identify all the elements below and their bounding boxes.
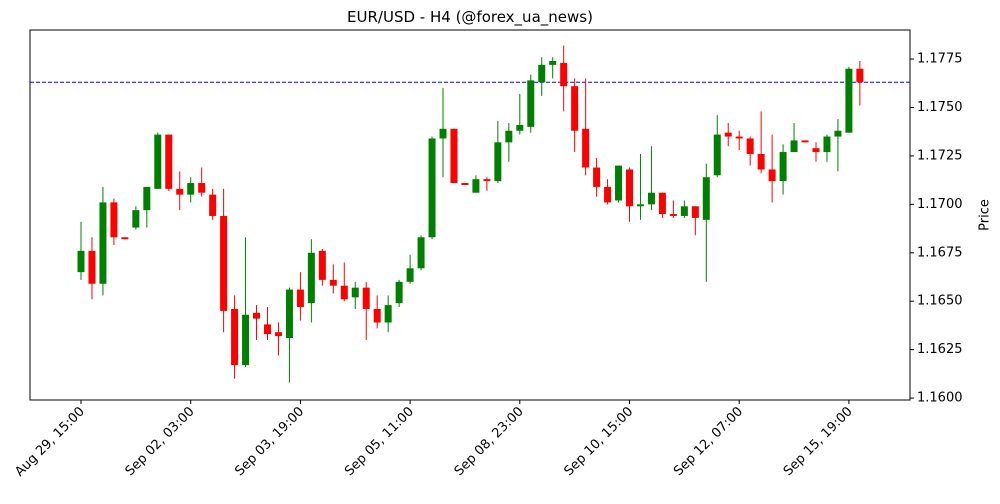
x-tick-label: Sep 03, 19:00 (232, 404, 307, 479)
candle-body (823, 136, 831, 153)
candle-body (472, 179, 480, 193)
y-tick-label: 1.1775 (917, 52, 963, 67)
x-tick-label: Sep 05, 11:00 (342, 404, 417, 479)
candle-body (231, 308, 239, 366)
candle-body (307, 252, 315, 304)
y-tick-label: 1.1725 (917, 148, 963, 163)
candle-body (406, 268, 414, 282)
candle-body (626, 169, 633, 207)
candle-body (658, 192, 666, 215)
candle-body (263, 324, 271, 335)
candle-body (318, 250, 326, 280)
candle-body (527, 80, 535, 127)
candle-body (647, 192, 655, 205)
candle-body (691, 206, 699, 218)
candle-body (132, 210, 140, 228)
x-tick-label: Sep 15, 19:00 (781, 404, 856, 479)
candle-body (768, 169, 776, 182)
y-axis-label: Price (978, 199, 993, 231)
candle-body (198, 183, 206, 193)
candle-body (582, 128, 590, 168)
candle-body (285, 289, 293, 339)
candle-body (636, 204, 644, 207)
y-tick-label: 1.1625 (917, 342, 963, 357)
candle-body (856, 68, 864, 83)
candle-body (154, 134, 162, 189)
candle-body (373, 308, 381, 323)
candle-body (384, 305, 392, 323)
x-tick-label: Sep 08, 23:00 (452, 404, 527, 479)
candle-body (834, 130, 842, 137)
candle-body (88, 250, 96, 284)
candle-body (604, 186, 612, 203)
candle-body (735, 136, 743, 139)
candle-body (461, 183, 469, 185)
candle-body (176, 188, 184, 195)
candle-body (845, 68, 853, 133)
candle-body (593, 167, 601, 187)
y-tick-label: 1.1750 (917, 100, 963, 115)
candle-body (724, 132, 732, 137)
candle-body (253, 312, 261, 319)
candle-body (351, 287, 359, 298)
candle-body (428, 138, 436, 238)
plot-frame (29, 29, 911, 401)
candle-body (110, 202, 118, 238)
candle-body (615, 165, 623, 201)
candle-body (669, 214, 677, 216)
chart-title: EUR/USD - H4 (@forex_ua_news) (347, 8, 593, 27)
x-tick-label: Aug 29, 15:00 (12, 404, 88, 480)
candle-body (483, 179, 491, 182)
y-tick-label: 1.1600 (917, 391, 963, 406)
candle-body (362, 287, 370, 309)
candle-body (395, 281, 403, 304)
x-tick-label: Sep 12, 07:00 (671, 404, 746, 479)
candle-body (549, 60, 557, 65)
candle-body (746, 138, 754, 154)
candle-body (505, 130, 513, 143)
candle-body (680, 206, 688, 216)
candle-body (77, 250, 85, 273)
candle-body (439, 128, 447, 139)
candle-body (571, 86, 579, 131)
candle-body (779, 152, 787, 182)
candle-body (494, 142, 502, 182)
candle-body (296, 289, 304, 308)
candle-body (242, 314, 250, 366)
candle-body (187, 183, 195, 195)
candle-body (702, 177, 710, 220)
candle-body (274, 332, 282, 337)
candle-body (121, 237, 129, 240)
candle-body (220, 215, 228, 311)
candle-body (340, 285, 348, 300)
candle-body (713, 134, 721, 176)
candle-body (516, 124, 524, 131)
y-tick-label: 1.1700 (917, 197, 963, 212)
candle-body (209, 194, 217, 216)
x-tick-label: Sep 02, 03:00 (123, 404, 198, 479)
candle-body (143, 186, 151, 211)
candle-body (812, 148, 820, 153)
candle-body (329, 279, 337, 286)
candle-body (801, 140, 809, 143)
candle-body (99, 202, 107, 284)
candle-body (165, 134, 173, 189)
y-tick-label: 1.1650 (917, 294, 963, 309)
candle-body (560, 62, 568, 87)
candle-body (790, 140, 798, 153)
candle-body (757, 153, 765, 170)
candle-body (417, 237, 425, 269)
y-tick-label: 1.1675 (917, 245, 963, 260)
candle-body (450, 128, 458, 184)
x-tick-label: Sep 10, 15:00 (561, 404, 636, 479)
candle-body (538, 64, 546, 83)
